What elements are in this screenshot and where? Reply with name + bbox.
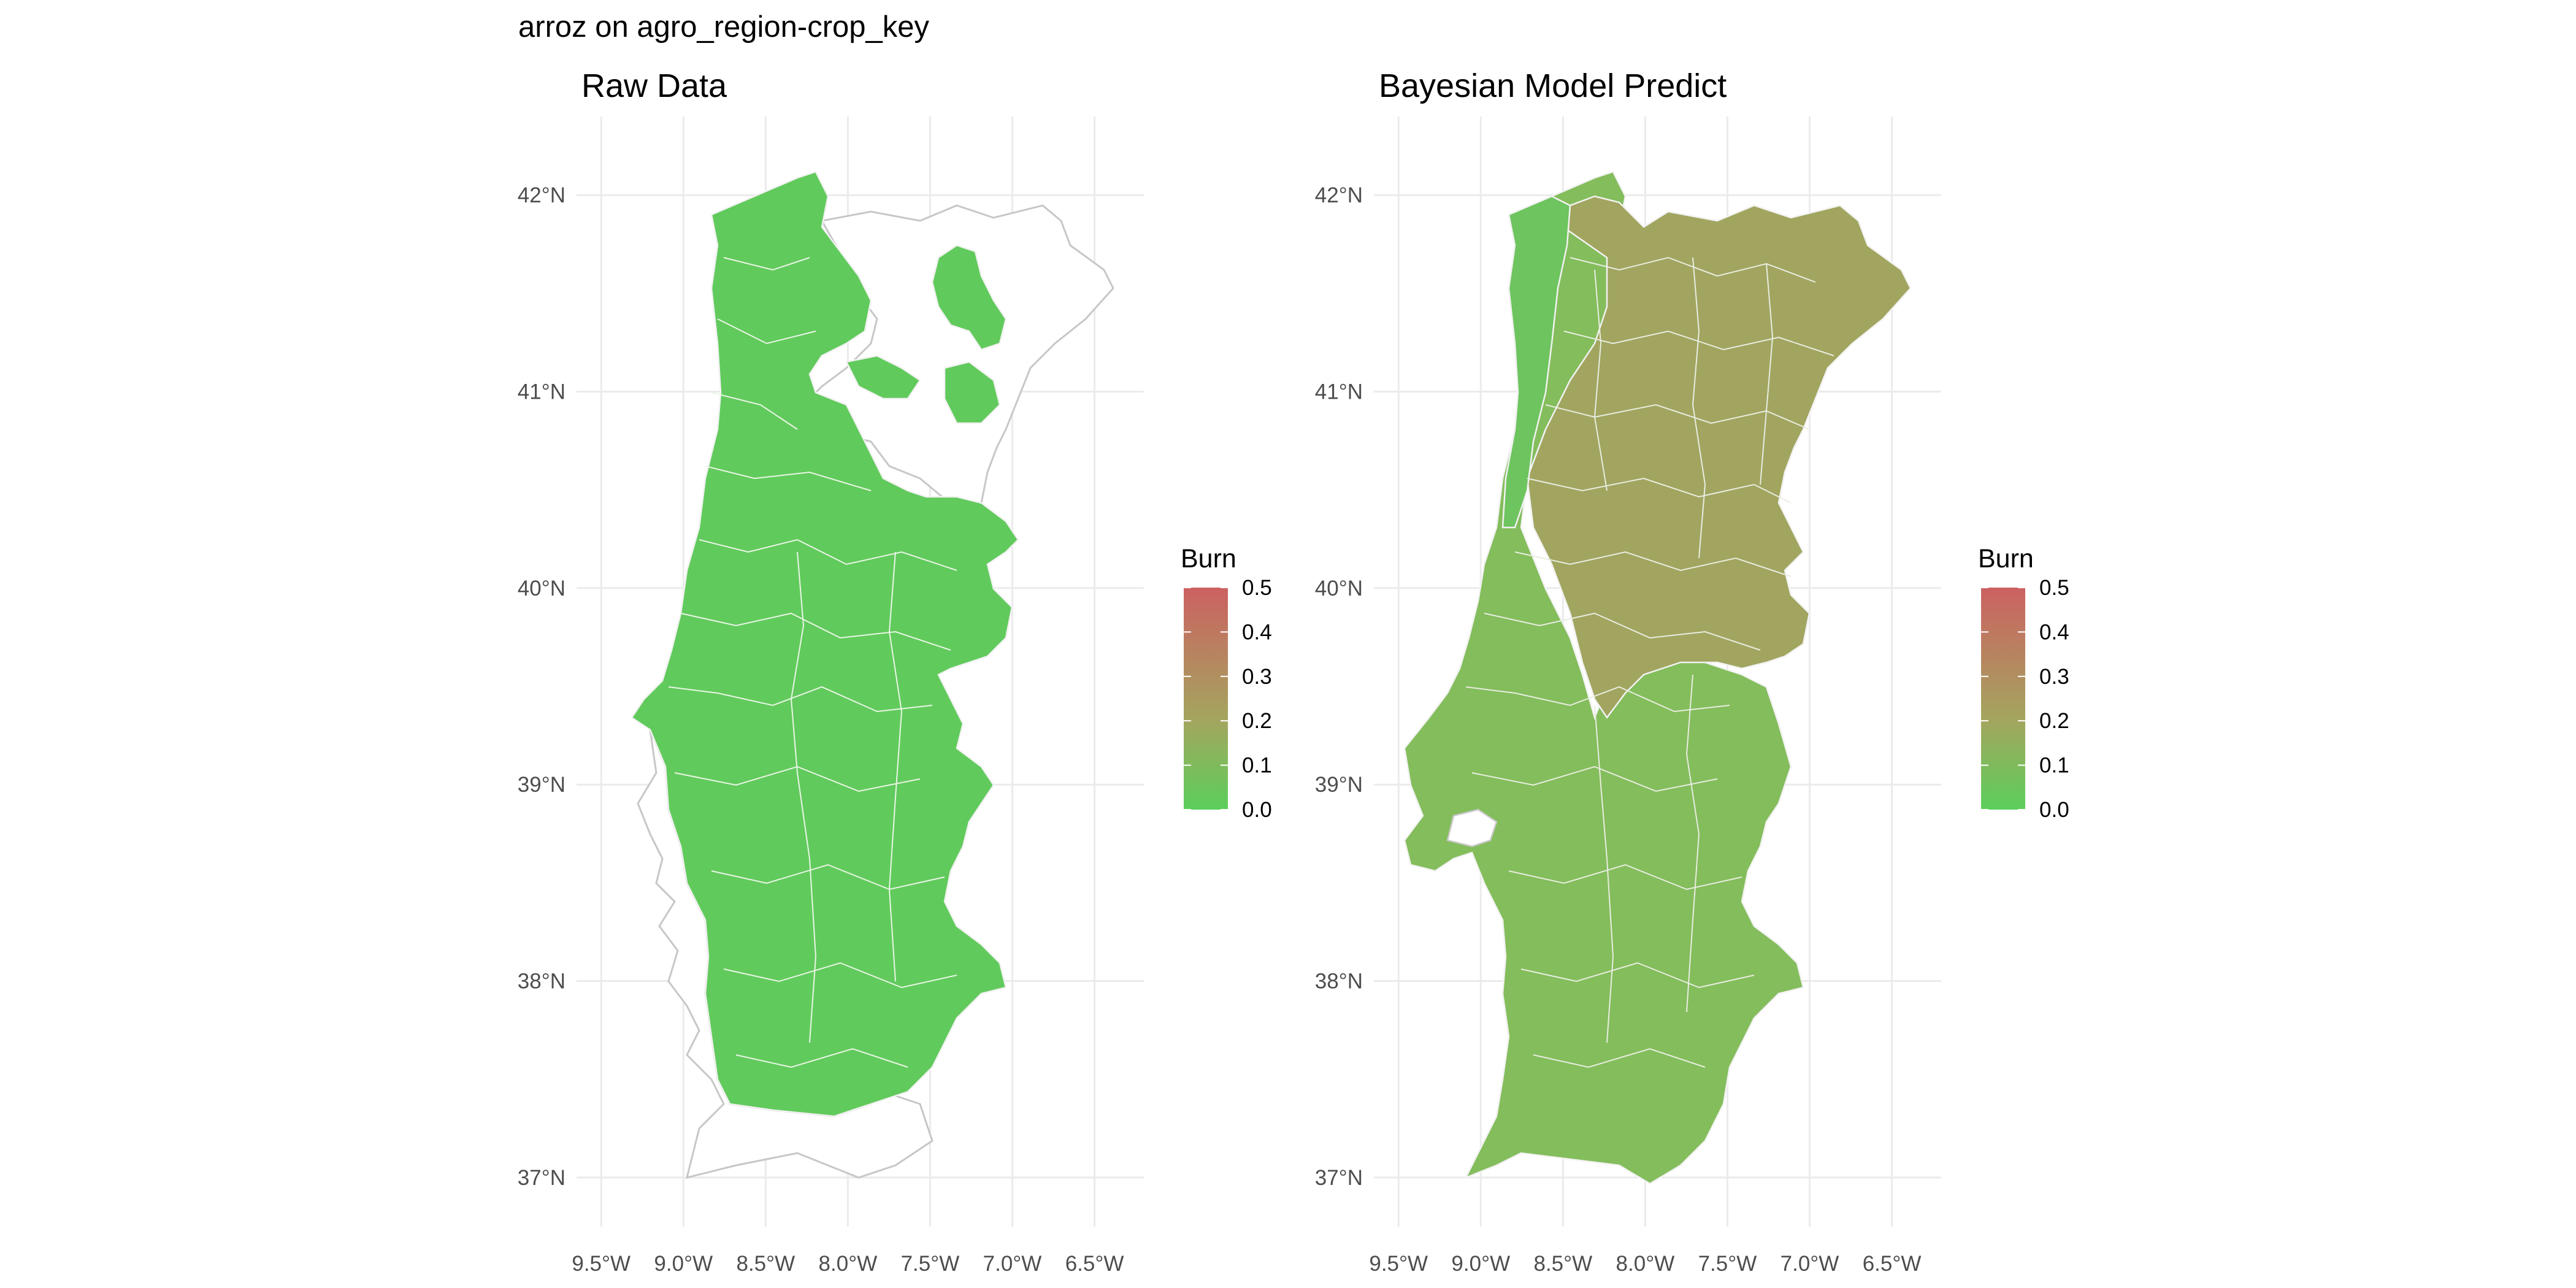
legend-colorbar-bayes xyxy=(1981,588,2025,810)
legend-tick-label: 0.3 xyxy=(2039,665,2069,689)
y-tick-label: 37°N xyxy=(518,1166,565,1190)
legend-title-raw: Burn xyxy=(1181,544,1236,573)
y-tick-label: 40°N xyxy=(1315,577,1363,600)
x-tick-labels-bayes: 9.5°W 9.0°W 8.5°W 8.0°W 7.5°W 7.0°W 6.5°W xyxy=(1369,1252,1921,1276)
legend-tick-label: 0.0 xyxy=(2039,798,2069,822)
region-predicted-northwest xyxy=(1501,195,1571,529)
x-tick-label: 7.0°W xyxy=(983,1252,1042,1276)
y-tick-labels-bayes: 42°N 41°N 40°N 39°N 38°N 37°N xyxy=(1315,183,1363,1190)
map-raw xyxy=(631,171,1114,1179)
x-tick-label: 7.5°W xyxy=(901,1252,960,1276)
region-predicted-south xyxy=(1403,171,1804,1185)
y-tick-label: 38°N xyxy=(518,970,565,994)
x-tick-label: 7.0°W xyxy=(1781,1252,1839,1276)
y-tick-label: 41°N xyxy=(518,380,565,404)
legend-tick-label: 0.5 xyxy=(2039,576,2069,600)
y-tick-labels-raw: 42°N 41°N 40°N 39°N 38°N 37°N xyxy=(518,183,565,1190)
region-covered-patch-3 xyxy=(845,355,921,400)
panel-bayesian-model: Bayesian Model Predict 42°N 41°N 40°N 39°N 3… xyxy=(1315,67,2069,1276)
region-boundaries-raw xyxy=(668,257,957,1068)
legend-raw: Burn 0.5 0.4 0.3 0.2 0.1 0.0 xyxy=(1181,544,1272,822)
y-tick-label: 39°N xyxy=(1315,773,1363,797)
x-tick-label: 9.0°W xyxy=(1451,1252,1510,1276)
x-tick-label: 7.5°W xyxy=(1698,1252,1757,1276)
legend-bayes: Burn 0.5 0.4 0.3 0.2 0.1 0.0 xyxy=(1978,544,2069,822)
x-tick-label: 9.5°W xyxy=(1369,1252,1428,1276)
y-tick-label: 42°N xyxy=(518,183,565,207)
panel-raw-data: Raw Data 42°N41°N40°N39°N38°N37°N 9.5°W 9… xyxy=(518,67,1272,1276)
legend-tick-label: 0.1 xyxy=(1242,754,1272,778)
y-tick-label: 37°N xyxy=(1315,1166,1363,1190)
legend-tick-label: 0.4 xyxy=(2039,620,2069,644)
legend-tick-label: 0.2 xyxy=(1242,709,1272,733)
x-tick-label: 9.0°W xyxy=(654,1252,713,1276)
legend-tick-label: 0.0 xyxy=(1242,798,1272,822)
region-covered-patch-2 xyxy=(943,361,1001,424)
x-tick-labels-raw: 9.5°W 9.0°W 8.5°W 8.0°W 7.5°W 7.0°W 6.5°W xyxy=(572,1252,1124,1276)
x-tick-label: 9.5°W xyxy=(572,1252,631,1276)
region-boundaries-bayes xyxy=(1465,256,1834,1068)
panel-subtitle-raw: Raw Data xyxy=(581,67,727,104)
region-covered-patch-1 xyxy=(931,244,1007,351)
x-tick-label: 8.0°W xyxy=(1616,1252,1675,1276)
figure-title: arroz on agro_region-crop_key xyxy=(518,10,930,44)
panel-subtitle-bayes: Bayesian Model Predict xyxy=(1379,67,1727,104)
region-covered-main xyxy=(631,171,1019,1117)
estuary-tagus xyxy=(1446,808,1498,848)
legend-title-bayes: Burn xyxy=(1978,544,2034,573)
legend-tick-labels-raw: 0.5 0.4 0.3 0.2 0.1 0.0 xyxy=(1184,576,1272,822)
legend-tick-label: 0.4 xyxy=(1242,620,1272,644)
y-tick-label: 41°N xyxy=(1315,380,1363,404)
y-tick-label: 40°N xyxy=(518,577,565,600)
y-tick-label: 42°N xyxy=(1315,183,1363,207)
y-tick-label: 39°N xyxy=(518,773,565,797)
y-tick-label: 38°N xyxy=(1315,970,1363,994)
x-tick-label: 8.5°W xyxy=(1533,1252,1592,1276)
legend-tick-label: 0.2 xyxy=(2039,709,2069,733)
map-bayes xyxy=(1403,171,1912,1185)
legend-tick-labels-bayes: 0.5 0.4 0.3 0.2 0.1 0.0 xyxy=(1981,576,2069,822)
legend-tick-label: 0.5 xyxy=(1242,576,1272,600)
legend-tick-label: 0.1 xyxy=(2039,754,2069,778)
legend-colorbar-raw xyxy=(1184,588,1228,810)
x-tick-label: 6.5°W xyxy=(1065,1252,1124,1276)
legend-tick-label: 0.3 xyxy=(1242,665,1272,689)
region-predicted-north xyxy=(1526,195,1912,719)
x-tick-label: 6.5°W xyxy=(1863,1252,1922,1276)
x-tick-label: 8.0°W xyxy=(819,1252,878,1276)
x-tick-label: 8.5°W xyxy=(736,1252,795,1276)
